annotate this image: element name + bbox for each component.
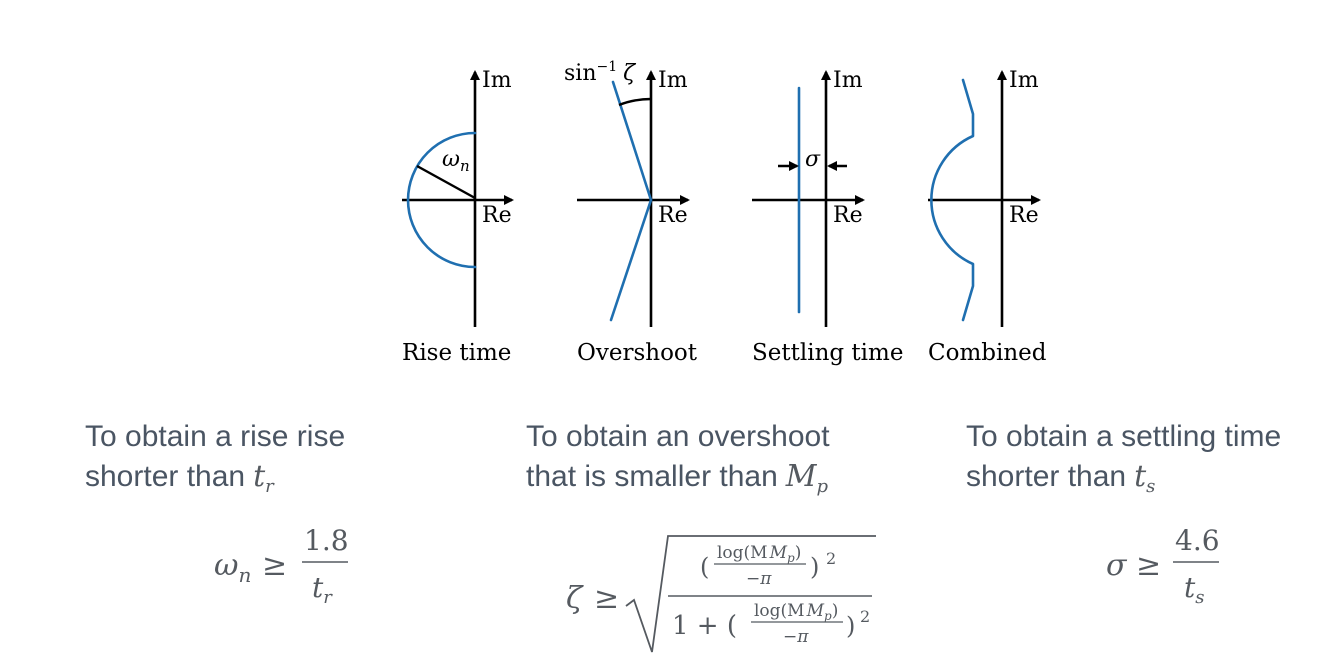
svg-text:≥: ≥: [594, 581, 619, 616]
condition-settling-time: To obtain a settling time shorter than ts…: [966, 420, 1281, 608]
condition-text-line1: To obtain a rise rise: [85, 420, 345, 453]
omega-n-label: ωn: [442, 147, 470, 175]
svg-text:1.8: 1.8: [304, 524, 349, 557]
svg-text:(: (: [700, 553, 709, 581]
damping-angle-arc: [618, 97, 652, 107]
svg-text:): ): [810, 553, 819, 581]
svg-text:−π: −π: [746, 569, 772, 589]
re-label: Re: [658, 203, 688, 228]
svg-text:1 + (: 1 + (: [672, 611, 737, 641]
formula-settling-time: σ ≥ 4.6 ts: [1106, 524, 1220, 608]
caption-rise-time: Rise time: [402, 340, 511, 366]
combined-region-boundary: [930, 78, 975, 322]
damping-ray-lower: [609, 198, 653, 322]
condition-text-line1: To obtain an overshoot: [526, 420, 830, 453]
formula-rise-time: ωn ≥ 1.8 tr: [214, 524, 349, 608]
svg-text:log(MMp): log(M Mp): [717, 543, 801, 565]
svg-text:−π: −π: [783, 627, 809, 647]
caption-overshoot: Overshoot: [577, 340, 698, 366]
condition-text-line1: To obtain a settling time: [966, 420, 1281, 453]
damping-ray-upper: [611, 80, 653, 202]
re-label: Re: [833, 203, 863, 228]
panel-combined: Im Re Combined: [928, 68, 1047, 366]
condition-overshoot: To obtain an overshoot that is smaller t…: [526, 420, 876, 653]
im-label: Im: [658, 68, 688, 93]
im-label: Im: [833, 68, 863, 93]
sqrt-sign: [625, 535, 876, 653]
svg-text:ωn: ωn: [214, 548, 251, 587]
svg-text:ts: ts: [1184, 571, 1205, 608]
condition-text-line2: that is smaller than Mp: [526, 459, 829, 497]
re-label: Re: [1009, 203, 1039, 228]
svg-text:ζ: ζ: [566, 581, 584, 616]
svg-text:tr: tr: [312, 571, 333, 608]
svg-text:2: 2: [860, 607, 870, 626]
arcsin-zeta-label: sin−1 ζ: [564, 59, 637, 86]
sigma-label: σ: [805, 147, 821, 172]
svg-text:4.6: 4.6: [1175, 524, 1220, 557]
panel-rise-time: Im Re ωn Rise time: [402, 68, 514, 366]
im-label: Im: [1009, 68, 1039, 93]
svg-text:σ: σ: [1106, 548, 1128, 583]
im-label: Im: [482, 68, 512, 93]
condition-text-line2: shorter than ts: [966, 459, 1155, 497]
re-label: Re: [482, 203, 512, 228]
svg-text:log(MMp): log(M Mp): [754, 601, 838, 623]
svg-text:2: 2: [826, 549, 836, 568]
formula-overshoot: ζ ≥ ( log(M Mp) −π ) 2 1 + ( log(M Mp) −π …: [566, 535, 876, 653]
svg-text:≥: ≥: [262, 548, 287, 583]
caption-settling-time: Settling time: [752, 340, 903, 366]
condition-text-line2: shorter than tr: [85, 459, 275, 497]
radius-line: [416, 164, 476, 200]
natural-frequency-semicircle: [406, 131, 477, 269]
condition-rise-time: To obtain a rise rise shorter than tr ωn …: [85, 420, 349, 608]
panel-overshoot: Im Re sin−1 ζ Overshoot: [564, 59, 698, 366]
svg-text:): ): [846, 612, 855, 640]
panel-settling-time: Im Re σ Settling time: [752, 68, 903, 366]
caption-combined: Combined: [928, 340, 1047, 366]
svg-text:≥: ≥: [1136, 548, 1161, 583]
